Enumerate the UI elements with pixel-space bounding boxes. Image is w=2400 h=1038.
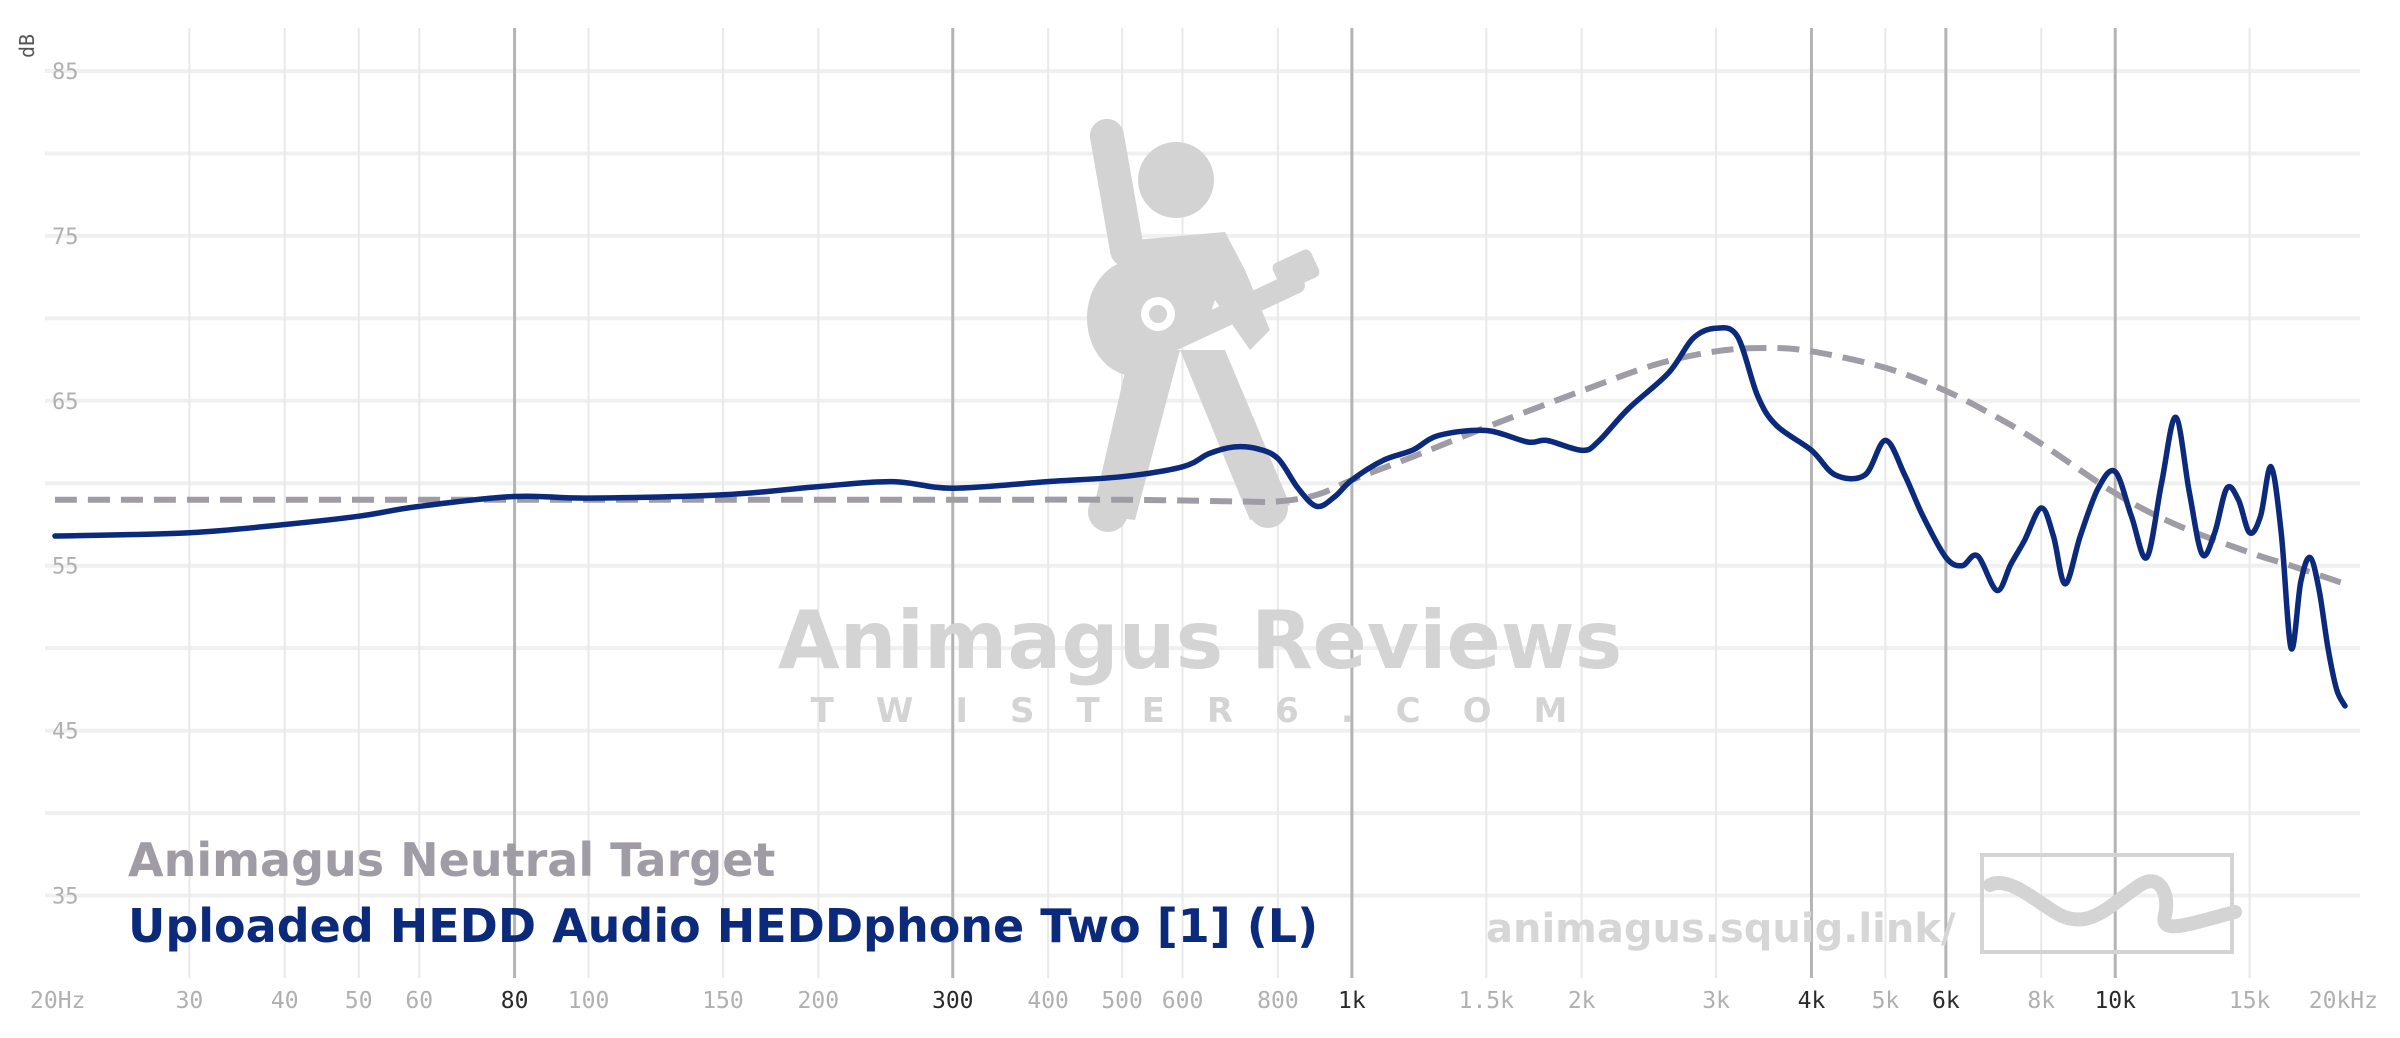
x-tick-label: 80: [501, 988, 529, 1014]
x-tick-label: 3k: [1702, 988, 1730, 1014]
watermark-subtitle: TWISTER6.COM: [811, 691, 1610, 731]
watermark-url: animagus.squig.link/: [1486, 906, 1956, 952]
watermark-title: Animagus Reviews: [778, 594, 1623, 687]
legend: Animagus Neutral Target Uploaded HEDD Au…: [128, 833, 1318, 953]
x-tick-label: 800: [1257, 988, 1299, 1014]
x-tick-label: 15k: [2229, 988, 2271, 1014]
x-tick-label: 5k: [1872, 988, 1900, 1014]
y-tick-label: 55: [52, 555, 79, 580]
y-tick-label: 75: [52, 225, 79, 250]
x-tick-label: 1k: [1338, 988, 1366, 1014]
y-tick-label: 85: [52, 60, 79, 85]
x-tick-label: 2k: [1568, 988, 1596, 1014]
x-tick-label: 50: [345, 988, 373, 1014]
series-layer: [52, 325, 2348, 709]
x-tick-label: 20Hz: [30, 988, 85, 1014]
y-tick-label: 35: [52, 885, 79, 910]
target-curve: [55, 345, 2346, 587]
y-tick-label: 65: [52, 390, 79, 415]
x-tick-label: 150: [702, 988, 744, 1014]
x-tick-label: 500: [1101, 988, 1143, 1014]
legend-headphone-label: Uploaded HEDD Audio HEDDphone Two [1] (L…: [128, 899, 1318, 953]
x-tick-label: 8k: [2027, 988, 2055, 1014]
x-tick-label: 4k: [1798, 988, 1826, 1014]
x-tick-label: 10k: [2094, 988, 2136, 1014]
squiglink-logo: [1980, 853, 2242, 954]
x-tick-label: 400: [1027, 988, 1069, 1014]
y-axis-unit-label: dB: [15, 34, 39, 58]
grid: 85 75 65 55 45 35 20Hz 30 40 50 60 80 100 150 200 300 40…: [30, 28, 2378, 1014]
x-tick-label: 6k: [1932, 988, 1960, 1014]
legend-target-label: Animagus Neutral Target: [128, 833, 775, 887]
watermark: Animagus Reviews TWISTER6.COM animagus.s…: [778, 118, 2242, 954]
x-tick-label: 300: [932, 988, 974, 1014]
headphone-curve: [52, 325, 2348, 709]
x-tick-label: 20kHz: [2309, 988, 2378, 1014]
x-tick-label: 100: [568, 988, 610, 1014]
x-tick-label: 40: [271, 988, 299, 1014]
x-tick-label: 200: [798, 988, 840, 1014]
x-tick-label: 60: [405, 988, 433, 1014]
x-tick-label: 600: [1162, 988, 1204, 1014]
x-tick-label: 1.5k: [1459, 988, 1515, 1014]
x-tick-label: 30: [176, 988, 204, 1014]
y-tick-label: 45: [52, 720, 79, 745]
